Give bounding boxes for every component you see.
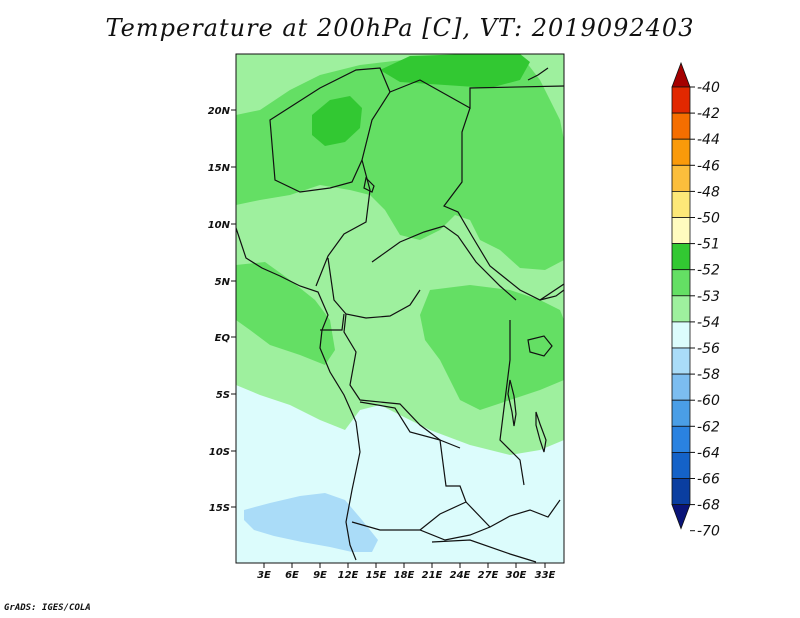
colorbar-segment [671,112,691,140]
lake-malawi [535,411,547,453]
lat-tick-label: 5S [216,390,230,401]
colorbar: -40 -42 -44 -46 -48 -50 -51 -52 -53 -54 -56 -58 -60 -… [671,61,720,540]
lon-tick-label: 27E [478,570,499,581]
border-cameroon [327,257,421,319]
lake-victoria [527,335,553,357]
lat-tick-label: 15S [209,503,230,514]
lon-tick-label: 3E [257,570,271,581]
lon-tick-label: 6E [285,570,299,581]
colorbar-segment [671,347,691,375]
colorbar-label: -44 [697,132,720,148]
field-region-minus58 [244,493,378,552]
lat-tick-label: 10S [209,447,230,458]
lat-tick-label: 10N [208,220,231,231]
lon-tick-label: 9E [313,570,327,581]
lat-tick-label: 20N [208,106,231,117]
colorbar-segment [671,138,691,166]
colorbar-label: -68 [697,498,720,514]
colorbar-label: -54 [697,315,720,331]
lake-tanganyika [507,379,517,427]
map-frame [235,53,565,564]
colorbar-segment [671,373,691,401]
colorbar-label: -70 [697,524,720,540]
field-region-minus53-east [420,285,564,410]
field-region-minus52-sahara [312,96,362,146]
colorbar-segment [671,399,691,427]
border-chad [443,107,564,301]
colorbar-segment [671,243,691,271]
border-coast-west [236,227,361,561]
country-borders [236,67,564,563]
colorbar-label: -62 [697,419,720,435]
colorbar-label: -60 [697,393,720,409]
lon-tick-label: 24E [450,570,471,581]
colorbar-segment [671,86,691,114]
colorbar-label: -64 [697,445,720,461]
colorbar-label: -53 [697,289,720,305]
lon-tick-label: 18E [394,570,415,581]
lon-tick-label: 33E [535,570,556,581]
colorbar-segment [671,425,691,453]
lon-tick-label: 21E [422,570,443,581]
border-car [371,225,517,301]
colorbar-label: -50 [697,211,720,227]
red-sea-coast [527,67,549,81]
border-gabon [320,313,345,331]
longitude-axis: 3E 6E 9E 12E 15E 18E 21E 24E 27E 30E 33E [257,563,556,581]
colorbar-label: -56 [697,341,720,357]
lat-tick-label: 5N [215,277,231,288]
colorbar-segment [671,295,691,323]
lon-tick-label: 15E [366,570,387,581]
border-north-1 [269,67,391,193]
lat-tick-label: 15N [208,163,231,174]
border-zambia [431,539,537,563]
border-drc-east [499,320,525,486]
colorbar-label: -40 [697,80,720,96]
border-east-africa [539,289,564,301]
border-south-1 [351,521,491,541]
colorbar-label: -52 [697,263,720,279]
colorbar-top-arrow [671,61,691,88]
lon-tick-label: 30E [506,570,527,581]
footer-credit: GrADS: IGES/COLA [4,603,91,613]
colorbar-segment [671,321,691,349]
colorbar-label: -66 [697,472,720,488]
field-region-minus53-west [236,262,335,365]
colorbar-segment [671,269,691,297]
colorbar-segment [671,190,691,218]
field-region-minus52-north [380,54,530,88]
colorbar-segment [671,451,691,479]
colorbar-segment [671,164,691,192]
border-south-2 [465,499,561,528]
border-congo [343,313,461,449]
field-region-minus53-north [236,54,564,270]
colorbar-segment [671,478,691,506]
colorbar-label: -58 [697,367,720,383]
colorbar-segment [671,217,691,245]
lon-tick-label: 12E [338,570,359,581]
border-niger-nigeria [315,159,371,287]
temperature-field [236,54,564,563]
border-angola [359,401,467,531]
colorbar-label: -48 [697,184,720,200]
latitude-axis: 20N 15N 10N 5N EQ 5S 10S 15S [208,106,236,514]
colorbar-label: -51 [697,237,720,253]
colorbar-label: -42 [697,106,720,122]
lake-chad [363,176,375,193]
lat-tick-label: EQ [215,333,231,344]
colorbar-label: -46 [697,158,720,174]
colorbar-bottom-arrow [671,504,691,530]
chart-title: Temperature at 200hPa [C], VT: 201909240… [105,14,695,42]
